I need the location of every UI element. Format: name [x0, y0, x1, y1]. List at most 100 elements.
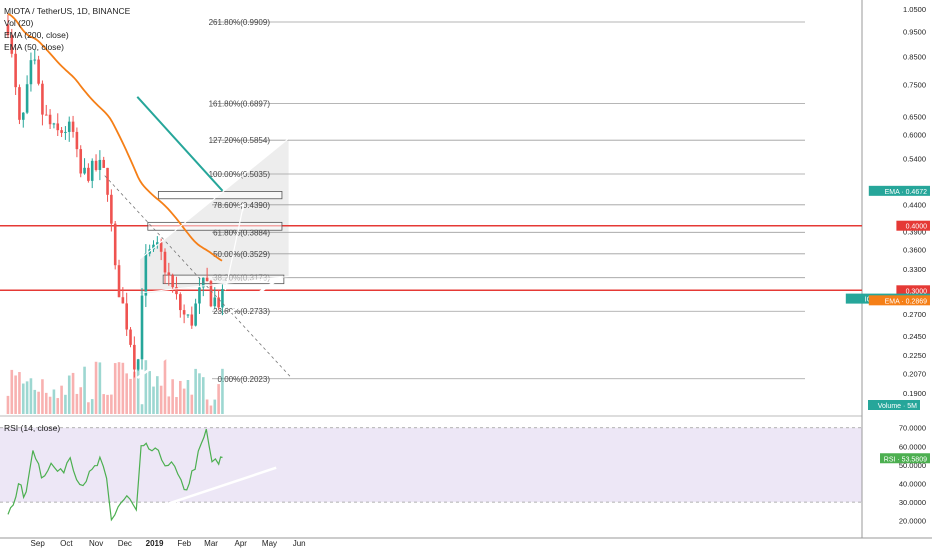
- candle-body: [21, 112, 25, 120]
- candle-body: [14, 53, 17, 88]
- time-axis-tick: Jun: [293, 539, 306, 548]
- rsi-value-label: RSI · 53.5809: [884, 456, 927, 463]
- fib-level-label: 127.20%(0.5854): [209, 136, 271, 145]
- candle-body: [71, 121, 75, 132]
- projection-arrowhead: [237, 203, 245, 212]
- candle-body: [79, 149, 83, 174]
- candle-body: [205, 277, 209, 282]
- volume-bar: [67, 375, 71, 414]
- fib-level-label: 50.00%(0.3529): [213, 250, 270, 259]
- candle-body: [186, 314, 190, 316]
- volume-bar: [129, 378, 132, 414]
- price-label: EMA · 0.2869: [885, 298, 928, 305]
- price-axis-tick: 0.2450: [903, 332, 926, 341]
- rsi-axis-tick: 70.0000: [899, 424, 926, 433]
- price-axis-tick: 0.4400: [903, 200, 926, 209]
- price-axis-tick: 0.7500: [903, 81, 926, 90]
- price-label-box: [868, 185, 930, 196]
- price-axis-tick: 0.9500: [903, 27, 926, 36]
- volume-bar: [186, 379, 190, 414]
- volume-label: Volume · 5M: [878, 403, 917, 410]
- symbol-legend: MIOTA / TetherUS, 1D, BINANCE: [4, 6, 131, 16]
- volume-bar: [60, 385, 63, 414]
- price-label: 0.4000: [906, 224, 928, 231]
- vol-legend: Vol (20): [4, 18, 34, 28]
- volume-bar: [79, 387, 83, 414]
- volume-bar: [182, 388, 186, 414]
- price-label-box: [868, 295, 930, 306]
- candle-body: [18, 87, 21, 120]
- rsi-line: [7, 428, 223, 522]
- fib-level-label: 100.00%(0.5035): [209, 170, 271, 179]
- candle-body: [198, 287, 201, 304]
- price-axis-tick: 0.6500: [903, 113, 926, 122]
- support-trendline: [136, 276, 282, 380]
- candle-body: [29, 60, 33, 85]
- candle-body: [110, 194, 113, 224]
- rsi-value-label-box: [880, 453, 930, 464]
- candle-body: [163, 251, 167, 273]
- price-axis-tick: 1.0500: [903, 5, 926, 14]
- ema200-line: [136, 96, 224, 192]
- volume-bar: [171, 379, 174, 414]
- volume-bar: [25, 381, 29, 414]
- candle-body: [133, 344, 136, 370]
- volume-bar: [159, 385, 163, 414]
- candle-body: [213, 297, 217, 307]
- candle-body: [83, 167, 86, 174]
- fib-level-label: 61.80%(0.3884): [213, 228, 270, 237]
- target-zone: [157, 191, 283, 200]
- volume-bar: [125, 373, 128, 414]
- candle-body: [190, 314, 194, 326]
- volume-bar: [33, 389, 37, 414]
- time-axis-tick: Mar: [204, 539, 218, 548]
- rsi-legend: RSI (14, close): [4, 423, 61, 433]
- candle-body: [87, 167, 90, 181]
- volume-bar: [56, 398, 60, 414]
- volume-bar: [29, 378, 33, 414]
- candle-body: [125, 303, 128, 330]
- candle-body: [10, 34, 14, 54]
- price-axis-tick: 0.2250: [903, 351, 926, 360]
- volume-bar: [117, 362, 121, 414]
- candle-body: [98, 159, 102, 170]
- volume-label-box: [868, 400, 920, 410]
- candle-body: [113, 223, 117, 266]
- upper-channel-line: [139, 138, 289, 260]
- ema50-legend: EMA (50, close): [4, 42, 64, 52]
- target-zone: [147, 221, 283, 231]
- candle-body: [171, 275, 174, 288]
- fib-level-label: 261.80%(0.9909): [209, 18, 271, 27]
- volume-bar: [179, 380, 182, 414]
- volume-bar: [201, 377, 205, 414]
- volume-bar: [41, 379, 44, 414]
- price-label-box: [896, 220, 930, 231]
- fib-level-label: 23.60%(0.2733): [213, 307, 270, 316]
- volume-bar: [18, 372, 21, 414]
- candle-body: [182, 310, 186, 315]
- volume-bar: [198, 373, 201, 414]
- candle-body: [44, 114, 48, 116]
- volume-bar: [148, 371, 151, 414]
- rsi-axis-tick: 50.0000: [899, 461, 926, 470]
- candle-body: [144, 253, 148, 296]
- volume-bar: [113, 363, 117, 414]
- volume-bar: [209, 405, 213, 414]
- price-axis-tick: 0.2700: [903, 310, 926, 319]
- projection-arrow-line: [224, 204, 245, 291]
- candle-body: [217, 297, 220, 308]
- time-axis-tick: Oct: [60, 539, 73, 548]
- volume-bar: [190, 394, 194, 414]
- volume-bar: [133, 371, 136, 414]
- candle-body: [221, 289, 224, 308]
- time-axis-tick: May: [262, 539, 277, 548]
- candle-body: [159, 242, 163, 252]
- price-axis-tick: 0.3300: [903, 265, 926, 274]
- volume-bar: [21, 383, 25, 414]
- candle-body: [179, 294, 182, 311]
- price-axis-tick: 0.8500: [903, 52, 926, 61]
- volume-bar: [64, 394, 67, 414]
- candle-body: [48, 114, 52, 125]
- candle-body: [64, 131, 67, 133]
